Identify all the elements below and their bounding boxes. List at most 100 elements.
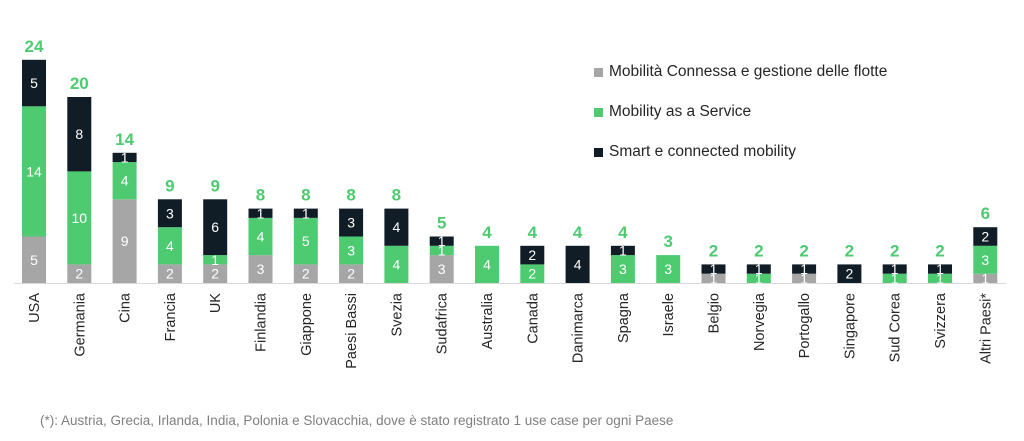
data-label: 2 (75, 266, 83, 282)
bar-segment (520, 245, 545, 265)
total-label: 4 (618, 223, 628, 242)
total-label: 8 (392, 186, 401, 205)
bar-segment (22, 106, 46, 237)
bar-segment (973, 227, 998, 246)
data-label: 1 (619, 242, 627, 258)
chart-footnote: (*): Austria, Grecia, Irlanda, India, Po… (40, 413, 674, 428)
category-label: Germania (72, 292, 88, 357)
bar-segment (746, 273, 771, 283)
bar-segment (792, 264, 817, 274)
bar-segment (203, 199, 228, 256)
legend-item-smart-mobility: Smart e connected mobility (594, 142, 887, 162)
category-label: Danimarca (571, 292, 587, 363)
category-label: Singapore (842, 293, 858, 359)
legend-item-maas: Mobility as a Service (594, 102, 887, 122)
data-label: 4 (166, 238, 174, 254)
bar-segment (112, 162, 137, 200)
bar-segment (248, 255, 273, 283)
total-label: 2 (754, 241, 763, 260)
data-label: 2 (166, 266, 174, 282)
data-label: 10 (72, 210, 88, 226)
total-label: 8 (256, 186, 265, 205)
data-label: 4 (121, 173, 129, 189)
data-label: 5 (302, 233, 310, 249)
data-label: 1 (755, 261, 763, 277)
bar-segment (339, 208, 364, 237)
data-label: 1 (891, 261, 899, 277)
bar-segment (203, 255, 228, 265)
total-label: 14 (115, 130, 134, 149)
legend-label: Smart e connected mobility (609, 143, 796, 160)
data-label: 3 (438, 261, 446, 277)
bar-segment (429, 236, 454, 246)
data-label: 1 (800, 270, 808, 286)
category-label: Altri Paesi* (978, 293, 994, 364)
bar-segment (610, 245, 635, 256)
bar-segment (293, 208, 318, 218)
bar-segment (429, 245, 454, 256)
legend-item-connected-fleet: Mobilità Connessa e gestione delle flott… (594, 62, 887, 82)
data-label: 1 (755, 270, 763, 286)
data-label: 5 (30, 252, 38, 268)
bar-segment (384, 245, 409, 283)
category-label: Sudafrica (435, 292, 451, 354)
total-label: 2 (709, 241, 718, 260)
data-label: 2 (347, 266, 355, 282)
total-label: 9 (165, 176, 174, 195)
data-label: 2 (528, 247, 536, 263)
legend-label: Mobilità Connessa e gestione delle flott… (609, 63, 888, 80)
total-label: 2 (935, 241, 944, 260)
total-label: 8 (346, 186, 355, 205)
bar-segment (112, 199, 137, 283)
bar-segment (746, 264, 771, 274)
category-label: Svezia (389, 292, 405, 336)
bar-segment (293, 264, 318, 283)
data-label: 4 (393, 219, 401, 235)
data-label: 3 (347, 215, 355, 231)
total-label: 20 (70, 74, 89, 93)
data-label: 1 (438, 233, 446, 249)
category-label: Canada (525, 292, 541, 344)
category-label: Portogallo (797, 293, 813, 358)
bar-segment (384, 208, 409, 246)
category-label: Finlandia (254, 292, 270, 352)
data-label: 1 (710, 261, 718, 277)
bar-segment (248, 217, 273, 256)
total-label: 24 (25, 37, 44, 56)
bar-segment (339, 264, 364, 283)
data-label: 1 (710, 270, 718, 286)
category-label: Francia (163, 292, 179, 341)
bar-segment (701, 273, 726, 283)
data-label: 3 (664, 261, 672, 277)
category-label: Sud Corea (888, 292, 904, 362)
data-label: 2 (846, 266, 854, 282)
data-label: 1 (302, 205, 310, 221)
bar-segment (837, 264, 862, 283)
data-label: 2 (981, 229, 989, 245)
data-label: 2 (302, 266, 310, 282)
bar-segment (973, 245, 998, 274)
total-label: 6 (981, 204, 990, 223)
data-label: 1 (438, 242, 446, 258)
total-label: 4 (528, 223, 538, 242)
data-label: 3 (257, 261, 265, 277)
category-label: Cina (118, 292, 134, 323)
bar-segment (520, 264, 545, 283)
data-label: 14 (26, 163, 42, 179)
category-label: Belgio (707, 293, 723, 333)
category-label: Norvegia (752, 292, 768, 351)
total-label: 4 (482, 223, 492, 242)
bar-segment (248, 208, 273, 218)
bar-segment (67, 171, 92, 265)
total-label: 5 (437, 214, 446, 233)
bar-segment (157, 199, 182, 228)
bar-segment (157, 227, 182, 265)
bar-segment (565, 245, 590, 283)
data-label: 3 (981, 252, 989, 268)
data-label: 1 (891, 270, 899, 286)
category-label: Spagna (616, 292, 632, 343)
data-label: 8 (75, 126, 83, 142)
legend-swatch (594, 107, 603, 117)
category-label: Paesi Bassi (344, 293, 360, 369)
data-label: 3 (166, 205, 174, 221)
